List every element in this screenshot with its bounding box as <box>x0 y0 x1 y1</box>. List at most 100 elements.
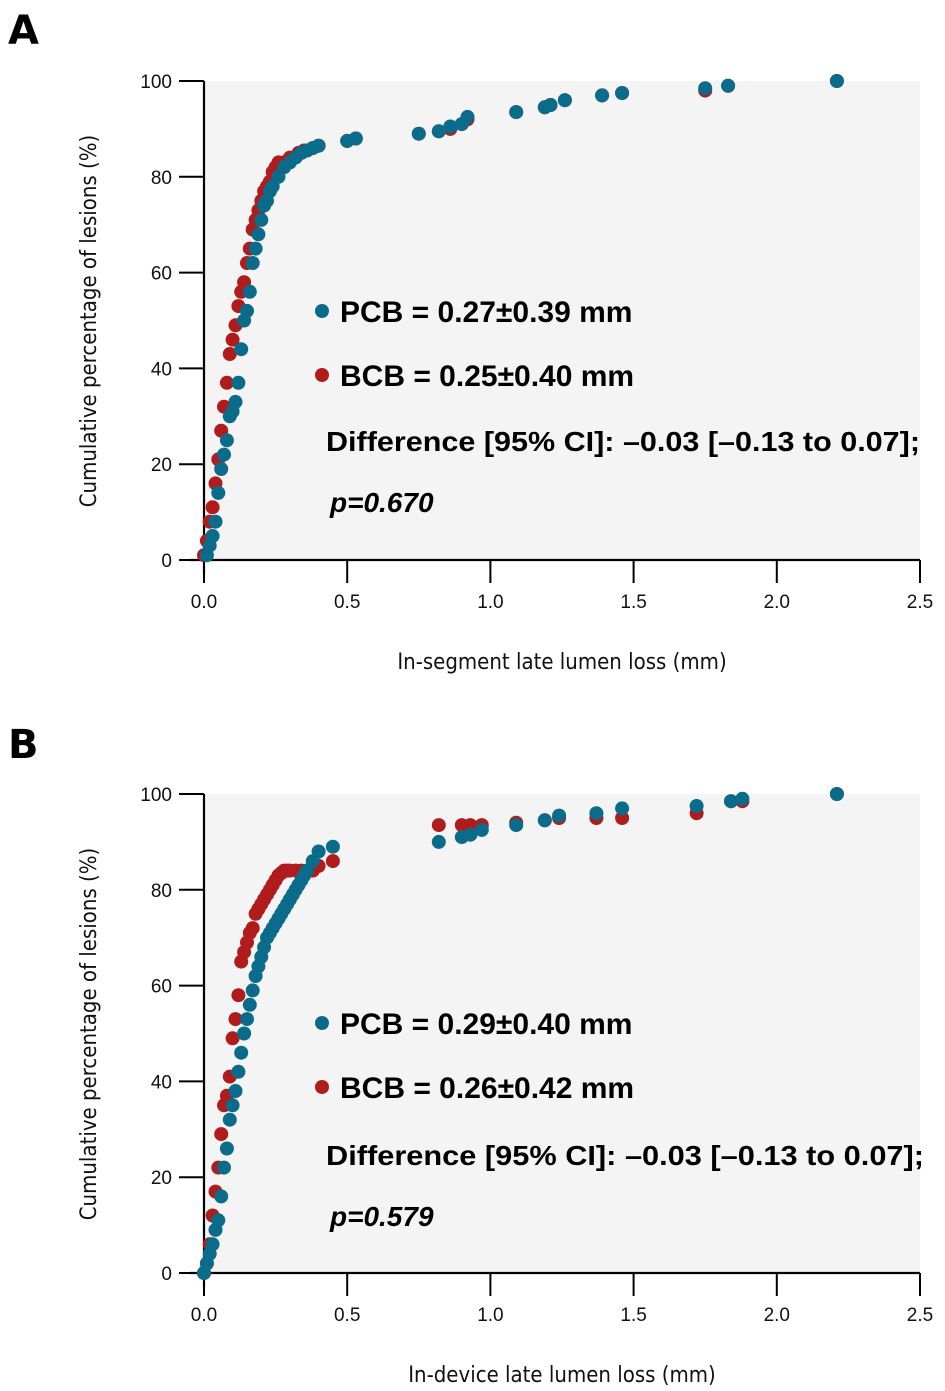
data-point-bcb <box>228 1012 243 1027</box>
data-point-pcb <box>219 433 234 448</box>
data-point-pcb <box>474 822 489 837</box>
data-point-pcb <box>214 1189 229 1204</box>
data-point-pcb <box>245 983 260 998</box>
x-tick-label: 2.0 <box>764 592 790 613</box>
data-point-pcb <box>460 109 475 124</box>
x-axis-title-b: In-device late lumen loss (mm) <box>408 1363 716 1388</box>
data-point-pcb <box>509 105 524 120</box>
data-point-pcb <box>829 787 844 801</box>
data-point-pcb <box>311 138 326 153</box>
points-b <box>197 787 844 1280</box>
y-tick-label: 20 <box>151 455 172 476</box>
data-point-pcb <box>240 1012 254 1027</box>
axes-b: 0 20 40 60 80 100 0.0 0.5 1.0 1.5 2.0 2.5 <box>140 785 933 1326</box>
legend-bcb-text: BCB = 0.26±0.42 mm <box>340 1072 634 1105</box>
data-point-pcb <box>543 98 558 112</box>
panel-b-chart: B 0 20 40 60 80 100 0.0 0.5 1.0 1.5 2.0 2.5 PCB = 0… <box>8 722 933 1388</box>
panel-a-letter: A <box>8 8 39 54</box>
data-point-pcb <box>205 529 220 543</box>
data-point-pcb <box>509 818 524 833</box>
data-point-pcb <box>205 1237 220 1252</box>
data-point-pcb <box>735 791 750 806</box>
data-point-pcb <box>245 256 260 270</box>
data-point-pcb <box>242 997 257 1012</box>
x-tick-label: 0.5 <box>334 592 360 613</box>
y-tick-label: 40 <box>151 1072 172 1093</box>
data-point-bcb <box>245 921 260 936</box>
x-tick-label: 0.0 <box>191 1305 217 1326</box>
p-value-b: p=0.579 <box>329 1201 434 1232</box>
data-point-bcb <box>222 347 237 361</box>
panel-a-chart: A 0 20 40 60 80 100 0.0 0.5 1.0 1.5 2.0 2.5 PCB = 0… <box>8 8 933 675</box>
data-point-pcb <box>225 1098 240 1113</box>
legend-marker-bcb <box>315 1080 329 1094</box>
y-tick-label: 0 <box>161 1264 172 1285</box>
y-tick-label: 20 <box>151 1168 172 1189</box>
p-value-a: p=0.670 <box>329 487 434 518</box>
plot-area-a <box>204 81 920 560</box>
data-point-pcb <box>557 93 572 108</box>
y-tick-label: 100 <box>140 72 172 93</box>
x-tick-label: 0.0 <box>191 592 217 613</box>
y-tick-label: 80 <box>151 168 172 189</box>
data-point-bcb <box>219 375 234 390</box>
x-tick-label: 1.0 <box>477 1305 503 1326</box>
x-tick-label: 2.0 <box>764 1305 790 1326</box>
data-point-pcb <box>254 212 269 227</box>
data-point-pcb <box>240 303 254 318</box>
data-point-bcb <box>325 854 340 869</box>
data-point-pcb <box>325 839 340 854</box>
data-point-pcb <box>595 88 610 103</box>
data-point-pcb <box>348 131 363 146</box>
data-point-pcb <box>228 394 243 409</box>
data-point-pcb <box>222 1112 237 1127</box>
x-tick-label: 1.0 <box>477 592 503 613</box>
y-axis-title-b: Cumulative percentage of lesions (%) <box>77 848 102 1221</box>
data-point-pcb <box>311 844 326 859</box>
data-point-pcb <box>237 1026 252 1041</box>
data-point-pcb <box>615 801 630 816</box>
data-point-pcb <box>431 834 446 849</box>
data-point-pcb <box>228 1084 243 1098</box>
data-point-bcb <box>615 811 630 825</box>
data-point-pcb <box>615 86 630 100</box>
y-tick-label: 80 <box>151 881 172 902</box>
data-point-pcb <box>443 119 458 134</box>
y-tick-label: 100 <box>140 785 172 806</box>
data-point-pcb <box>829 74 844 88</box>
data-point-pcb <box>589 806 604 821</box>
legend-b: PCB = 0.29±0.40 mm BCB = 0.26±0.42 mm Di… <box>315 1008 924 1232</box>
data-point-bcb <box>214 1127 229 1142</box>
legend-marker-bcb <box>315 368 329 382</box>
data-point-pcb <box>231 1064 246 1079</box>
legend-pcb-text: PCB = 0.29±0.40 mm <box>340 1008 632 1041</box>
data-point-bcb <box>205 500 220 515</box>
data-point-pcb <box>231 375 246 390</box>
x-tick-label: 0.5 <box>334 1305 360 1326</box>
y-tick-label: 60 <box>151 264 172 285</box>
data-point-pcb <box>698 81 713 96</box>
data-point-pcb <box>211 1213 226 1228</box>
data-point-pcb <box>552 808 567 823</box>
data-point-pcb <box>411 126 426 141</box>
data-point-pcb <box>219 1141 234 1156</box>
axes-a: 0 20 40 60 80 100 0.0 0.5 1.0 1.5 2.0 2.5 <box>140 72 933 613</box>
difference-annotation-a: Difference [95% CI]: –0.03 [–0.13 to 0.0… <box>326 426 920 457</box>
plot-area-b <box>204 794 920 1273</box>
x-axis-title-a: In-segment late lumen loss (mm) <box>397 650 726 675</box>
legend-bcb-text: BCB = 0.25±0.40 mm <box>340 360 634 393</box>
y-axis-title-a: Cumulative percentage of lesions (%) <box>77 135 102 508</box>
data-point-pcb <box>431 124 446 139</box>
legend-marker-pcb <box>315 1016 329 1030</box>
legend-marker-pcb <box>315 304 329 318</box>
x-tick-label: 2.5 <box>907 592 933 613</box>
data-point-bcb <box>231 988 246 1003</box>
data-point-pcb <box>242 284 257 299</box>
data-point-pcb <box>463 827 478 842</box>
data-point-pcb <box>214 462 229 476</box>
x-tick-label: 1.5 <box>620 1305 646 1326</box>
data-point-pcb <box>248 241 263 256</box>
legend-pcb-text: PCB = 0.27±0.39 mm <box>340 296 632 329</box>
data-point-bcb <box>225 332 240 347</box>
